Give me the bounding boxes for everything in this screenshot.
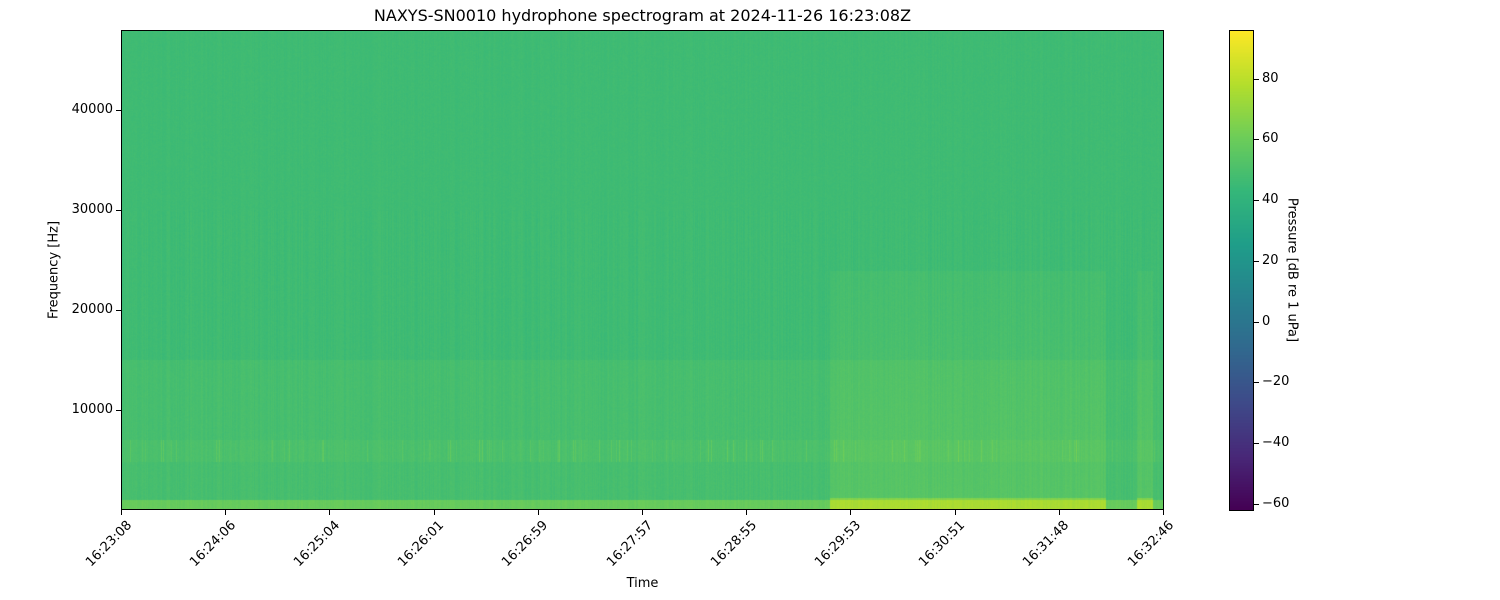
x-tick-label: 16:25:04: [291, 518, 344, 570]
y-tick: [116, 110, 121, 111]
y-tick: [116, 210, 121, 211]
x-tick: [746, 510, 748, 515]
x-tick: [1163, 510, 1164, 515]
x-tick-label: 16:31:48: [1020, 518, 1073, 570]
x-tick-label: 16:26:59: [499, 518, 552, 570]
x-tick-label: 16:28:55: [707, 518, 760, 570]
colorbar-tick-label: 80: [1262, 70, 1279, 86]
colorbar-label: Pressure [dB re 1 uPa]: [1284, 197, 1300, 343]
x-tick-label: 16:32:46: [1124, 518, 1177, 570]
x-tick: [1058, 510, 1060, 515]
colorbar-tick: [1254, 139, 1259, 141]
y-tick-label: 30000: [71, 202, 113, 217]
x-tick-label: 16:24:06: [186, 518, 239, 570]
x-tick: [433, 510, 435, 515]
x-tick-label: 16:29:53: [812, 518, 865, 570]
x-tick: [954, 510, 956, 515]
x-axis-label: Time: [626, 576, 659, 591]
colorbar-tick-label: 20: [1262, 252, 1279, 268]
y-axis-label: Frequency [Hz]: [46, 220, 62, 320]
colorbar-tick-label: 0: [1262, 313, 1271, 329]
colorbar-tick: [1254, 382, 1259, 384]
x-tick: [329, 510, 331, 515]
x-tick: [537, 510, 539, 515]
x-tick-label: 16:27:57: [603, 518, 656, 570]
y-tick: [116, 410, 121, 411]
y-tick-label: 20000: [71, 302, 113, 317]
y-tick-label: 10000: [71, 402, 113, 417]
x-tick: [850, 510, 852, 515]
x-tick-label: 16:26:01: [395, 518, 448, 570]
colorbar: [1229, 30, 1254, 511]
colorbar-gradient: [1230, 31, 1253, 510]
x-tick: [225, 510, 227, 515]
spectrogram-plot-area: [121, 30, 1164, 510]
colorbar-tick: [1254, 260, 1259, 262]
colorbar-tick-label: −20: [1262, 374, 1290, 390]
y-tick: [116, 310, 121, 311]
x-tick-label: 16:23:08: [82, 518, 135, 570]
y-tick-label: 40000: [71, 102, 113, 117]
x-tick: [642, 510, 643, 515]
colorbar-tick: [1254, 443, 1259, 445]
colorbar-tick-label: 60: [1262, 131, 1279, 147]
colorbar-tick: [1254, 503, 1259, 505]
x-tick: [121, 510, 122, 515]
x-tick-label: 16:30:51: [916, 518, 969, 570]
colorbar-tick: [1254, 78, 1259, 80]
spectrogram-heatmap: [122, 31, 1163, 509]
colorbar-tick-label: −60: [1262, 495, 1290, 511]
colorbar-tick: [1254, 200, 1259, 202]
colorbar-tick: [1254, 321, 1259, 323]
colorbar-tick-label: −40: [1262, 435, 1290, 451]
colorbar-tick-label: 40: [1262, 192, 1279, 208]
chart-title: NAXYS-SN0010 hydrophone spectrogram at 2…: [373, 6, 912, 25]
